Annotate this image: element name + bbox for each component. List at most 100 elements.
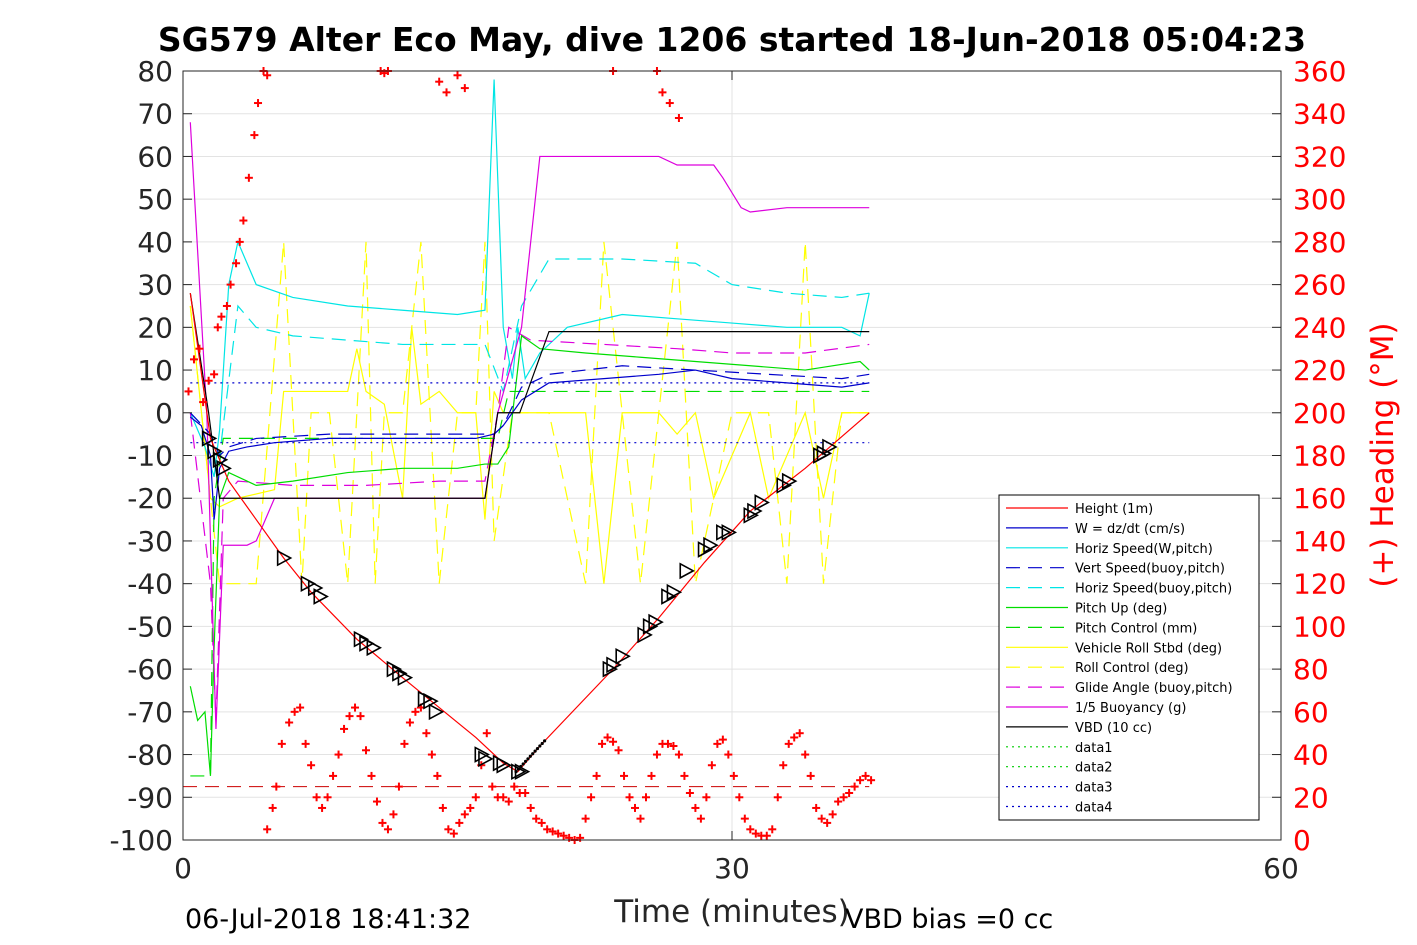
- bottom-dot-5: [526, 757, 530, 761]
- bottom-dot-12: [543, 739, 547, 743]
- triangle-marker-7: [313, 588, 329, 605]
- heading-point-117: [812, 803, 821, 812]
- heading-top-point-11: [665, 99, 674, 108]
- y-tick-label-1: -90: [127, 781, 173, 814]
- legend-label-7: Vehicle Roll Stbd (deg): [1075, 641, 1222, 656]
- heading-point-105: [746, 825, 755, 834]
- heading-point-116: [806, 771, 815, 780]
- heading-point-18: [268, 803, 277, 812]
- heading-point-27: [318, 803, 327, 812]
- triangle-marker-8: [353, 630, 370, 648]
- legend-label-15: data4: [1075, 801, 1113, 816]
- bottom-dot-2: [519, 764, 523, 769]
- y2-tick-label-9: 180: [1293, 440, 1346, 473]
- heading-point-71: [559, 831, 568, 840]
- heading-point-37: [372, 797, 381, 806]
- y-tick-label-2: -80: [127, 739, 173, 772]
- heading-top-point-5: [442, 88, 451, 97]
- y-tick-label-16: 60: [137, 140, 173, 173]
- legend-label-2: Horiz Speed(W,pitch): [1075, 542, 1213, 557]
- series-line-1: [189, 369, 870, 520]
- heading-point-111: [779, 761, 788, 770]
- heading-point-119: [823, 818, 832, 827]
- heading-point-87: [647, 771, 656, 780]
- bottom-dot-6: [528, 754, 532, 758]
- heading-point-80: [609, 737, 618, 746]
- heading-point-51: [449, 829, 458, 838]
- heading-point-79: [603, 733, 612, 742]
- heading-point-36: [367, 771, 376, 780]
- triangle-marker-27: [642, 618, 659, 635]
- heading-point-97: [702, 793, 711, 802]
- heading-point-43: [405, 718, 414, 727]
- heading-point-17: [263, 825, 272, 834]
- heading-point-25: [307, 761, 316, 770]
- heading-point-21: [285, 718, 294, 727]
- heading-point-11: [235, 237, 244, 246]
- heading-point-48: [433, 771, 442, 780]
- y-tick-label-6: -40: [127, 568, 173, 601]
- heading-point-29: [329, 771, 338, 780]
- heading-point-98: [707, 761, 716, 770]
- heading-point-8: [222, 301, 231, 310]
- heading-point-44: [411, 707, 420, 716]
- heading-point-10: [232, 259, 241, 268]
- series-line-11: [189, 293, 870, 499]
- heading-point-0: [184, 387, 193, 396]
- x-tick-label-2: 60: [1263, 852, 1299, 885]
- y2-tick-label-17: 340: [1293, 98, 1346, 131]
- heading-top-point-10: [658, 88, 667, 97]
- heading-point-94: [685, 789, 694, 798]
- legend-label-8: Roll Control (deg): [1075, 661, 1189, 676]
- heading-point-50: [444, 825, 453, 834]
- triangle-marker-34: [716, 524, 732, 541]
- heading-point-6: [213, 323, 222, 332]
- y2-tick-label-15: 300: [1293, 183, 1346, 216]
- heading-point-104: [740, 814, 749, 823]
- legend-label-5: Pitch Up (deg): [1075, 602, 1167, 617]
- heading-point-76: [587, 793, 596, 802]
- heading-point-122: [839, 793, 848, 802]
- y-tick-label-18: 80: [137, 55, 173, 88]
- heading-top-point-6: [453, 71, 462, 80]
- heading-top-point-4: [435, 77, 444, 86]
- y-tick-label-10: 0: [155, 397, 173, 430]
- series-layer: [183, 79, 870, 788]
- heading-top-point-7: [460, 84, 469, 93]
- heading-point-70: [554, 829, 563, 838]
- heading-point-78: [598, 739, 607, 748]
- heading-point-34: [356, 712, 365, 721]
- heading-point-83: [625, 793, 634, 802]
- heading-point-123: [845, 789, 854, 798]
- y2-tick-label-1: 20: [1293, 781, 1329, 814]
- bottom-dot-8: [533, 749, 537, 753]
- series-line-2: [189, 79, 870, 478]
- triangle-marker-30: [666, 583, 683, 601]
- heading-point-4: [204, 376, 213, 385]
- series-line-4: [189, 258, 870, 458]
- y2-tick-label-16: 320: [1293, 140, 1346, 173]
- heading-point-68: [543, 825, 552, 834]
- y2-tick-label-6: 120: [1293, 568, 1346, 601]
- heading-point-3: [199, 398, 208, 407]
- triangle-marker-17: [474, 746, 490, 763]
- bottom-dot-3: [521, 762, 525, 766]
- heading-point-93: [680, 771, 689, 780]
- heading-point-9: [226, 280, 235, 289]
- y-tick-label-3: -70: [127, 696, 173, 729]
- triangle-marker-39: [776, 477, 792, 494]
- heading-point-40: [389, 810, 398, 819]
- heading-point-54: [466, 803, 475, 812]
- y-tick-label-12: 20: [137, 311, 173, 344]
- heading-point-57: [482, 729, 491, 738]
- heading-point-77: [592, 771, 601, 780]
- heading-point-55: [471, 793, 480, 802]
- heading-point-81: [614, 746, 623, 755]
- y-tick-label-15: 50: [137, 183, 173, 216]
- legend-label-1: W = dz/dt (cm/s): [1075, 522, 1185, 537]
- heading-point-66: [532, 814, 541, 823]
- heading-point-2: [195, 344, 204, 353]
- heading-point-49: [438, 803, 447, 812]
- y2-tick-label-2: 40: [1293, 739, 1329, 772]
- y2-tick-label-0: 0: [1293, 824, 1311, 857]
